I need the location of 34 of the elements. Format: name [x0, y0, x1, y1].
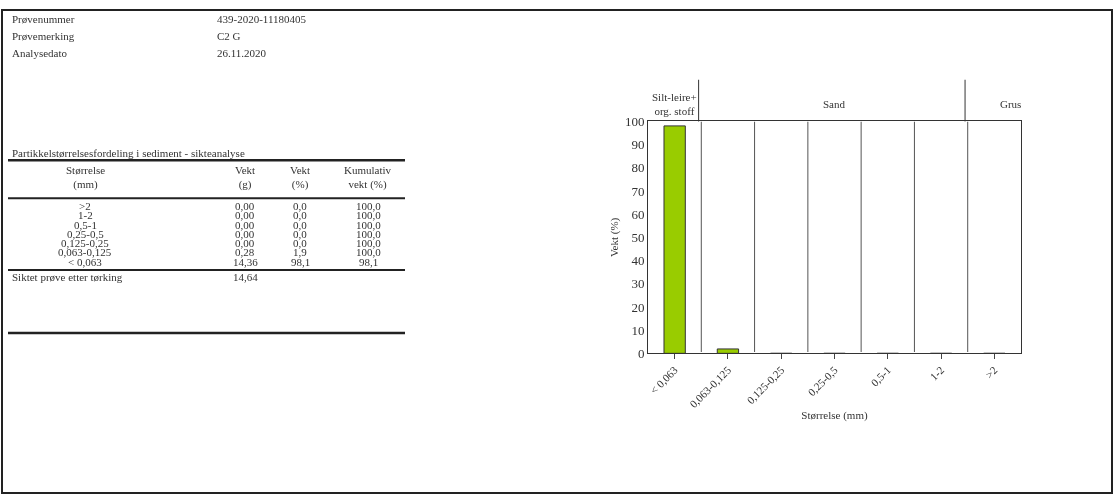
text: 1-2 [78, 209, 93, 221]
text: Sand [823, 98, 846, 110]
text: Analysedato [12, 47, 68, 59]
x-tick-label: 1-2 [927, 363, 947, 383]
text: 439-2020-11180405 [217, 13, 307, 25]
y-axis-title: Vekt (%) [607, 217, 621, 258]
text: Kumulativ vekt (%) [344, 164, 392, 192]
text: Størrelse (mm) [66, 164, 106, 192]
text: Vekt (%) [290, 164, 311, 192]
y-tick-label: 0 [637, 345, 645, 361]
text: 14,64 [233, 271, 259, 283]
y-tick-label: 50 [631, 229, 645, 245]
text: >2 [79, 200, 91, 212]
y-tick-label: 40 [631, 253, 645, 269]
text: Grus [1000, 98, 1022, 110]
text: Silt-leire+ org. stoff [652, 91, 697, 118]
text: 26.11.2020 [217, 47, 267, 59]
y-tick-label: 10 [631, 322, 645, 338]
text: C2 G [217, 30, 241, 42]
x-axis-title: Størrelse (mm) [801, 409, 868, 423]
text: < 0,063 [68, 256, 103, 268]
text: Prøvemerking [12, 30, 75, 42]
y-tick-label: 70 [631, 183, 645, 199]
y-tick-label: 20 [631, 299, 645, 315]
y-tick-label: 80 [631, 160, 645, 176]
text: Vekt (g) [235, 164, 256, 192]
y-tick-label: 30 [631, 276, 645, 292]
y-tick-label: 100 [624, 114, 645, 130]
y-tick-label: 60 [631, 206, 645, 222]
text: Prøvenummer [12, 13, 75, 25]
y-tick-label: 90 [631, 137, 645, 153]
text: Partikkelstørrelsesfordeling i sediment - sikteanalyse [12, 147, 245, 159]
x-tick-label: >2 [982, 363, 1000, 381]
text: Siktet prøve etter tørking [12, 271, 123, 283]
